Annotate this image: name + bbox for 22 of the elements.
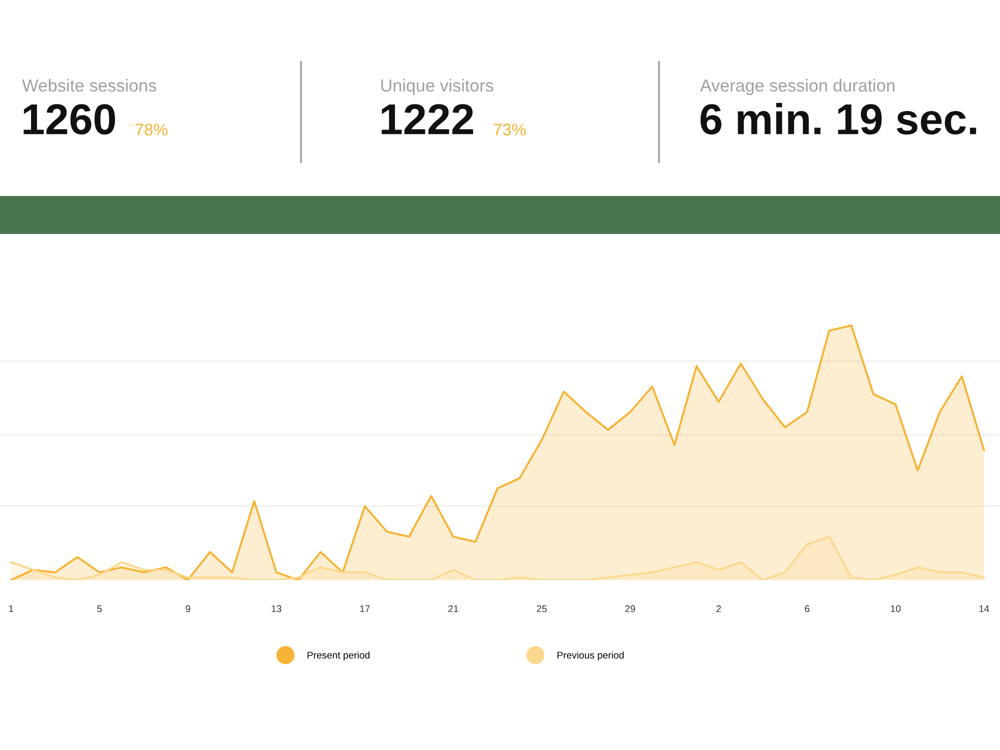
- x-tick-label: 6: [804, 605, 810, 612]
- text: Website sessions: [22, 78, 156, 92]
- text: 1260: [24, 104, 116, 135]
- legend-label: Previous period: [558, 651, 624, 661]
- x-tick-label: 13: [272, 605, 282, 612]
- x-tick-label: 14: [979, 605, 990, 612]
- text: Average session duration: [700, 78, 894, 96]
- x-tick-label: 2: [716, 605, 721, 612]
- legend-label: Present period: [308, 651, 370, 661]
- text: 6 min. 19 sec.: [700, 102, 976, 135]
- x-tick-label: 1: [9, 605, 14, 612]
- x-tick-label: 5: [97, 605, 102, 612]
- text: Unique visitors: [381, 78, 494, 96]
- x-tick-label: 25: [536, 605, 547, 612]
- x-tick-label: 29: [625, 605, 636, 612]
- text: 78%: [136, 124, 168, 136]
- text: 73%: [494, 124, 526, 136]
- x-tick-label: 17: [360, 605, 370, 612]
- x-tick-label: 9: [186, 605, 190, 612]
- x-tick-label: 10: [890, 605, 901, 612]
- text: 1222: [382, 104, 474, 134]
- x-tick-label: 21: [448, 605, 458, 612]
